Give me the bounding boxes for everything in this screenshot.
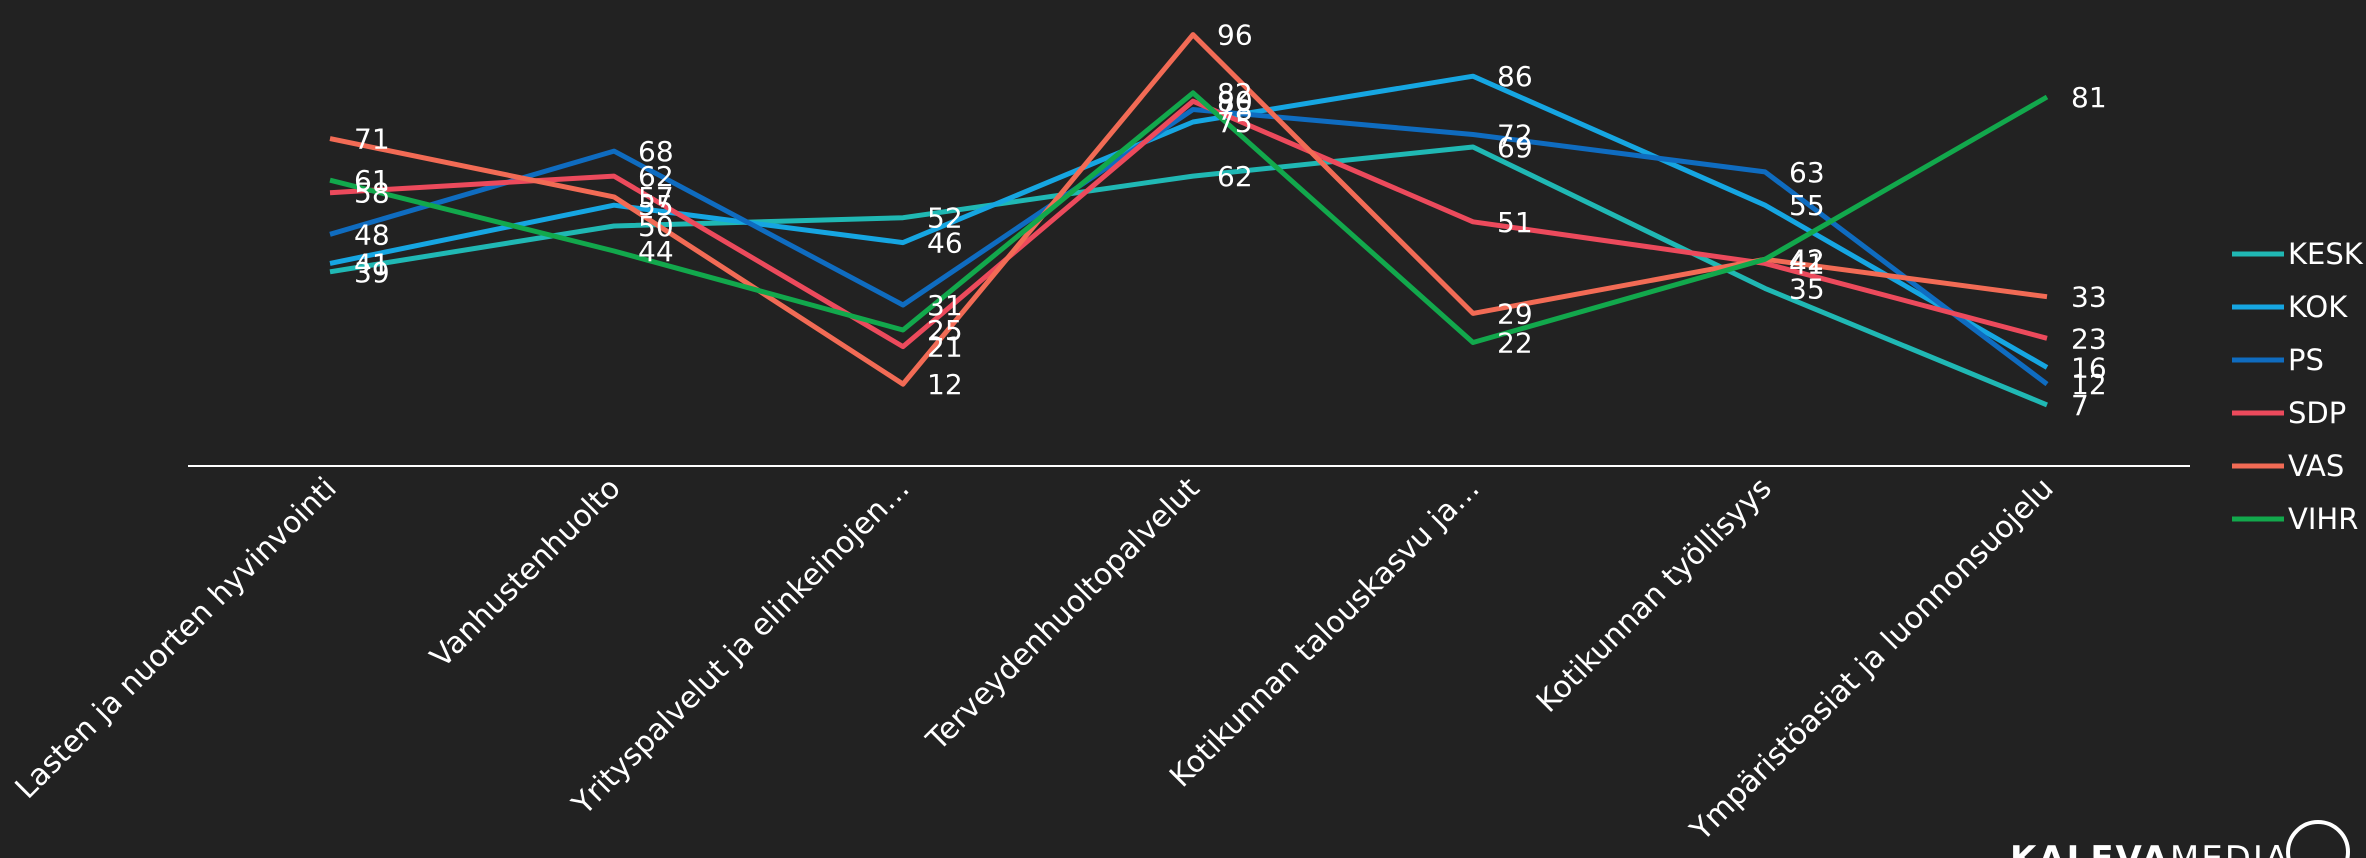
- data-label-vas-1: 57: [638, 181, 674, 214]
- data-label-vihr-2: 25: [927, 314, 963, 347]
- data-label-ps-2: 31: [927, 289, 963, 322]
- series-line-ps: [329, 107, 2049, 387]
- data-label-vihr-4: 22: [1497, 326, 1533, 359]
- legend-label-vihr: VIHR: [2288, 502, 2358, 536]
- data-label-kok-0: 41: [354, 247, 390, 280]
- legend-label-ps: PS: [2288, 343, 2324, 377]
- data-label-vas-3: 96: [1217, 19, 1253, 52]
- logo-light-text: MEDIA: [2170, 839, 2290, 858]
- data-label-vas-5: 42: [1789, 243, 1825, 276]
- data-label-vas-0: 71: [354, 123, 390, 156]
- data-label-kok-6: 16: [2071, 351, 2107, 384]
- legend-label-kesk: KESK: [2288, 237, 2364, 271]
- series-line-kesk: [329, 144, 2048, 408]
- data-label-vas-6: 33: [2071, 281, 2107, 314]
- data-label-vihr-0: 61: [354, 164, 390, 197]
- data-label-ps-1: 68: [638, 135, 674, 168]
- data-label-ps-4: 72: [1497, 118, 1533, 151]
- x-tick-labels: Lasten ja nuorten hyvinvointi Vanhustenhu…: [9, 471, 2061, 849]
- data-label-sdp-1: 62: [638, 160, 674, 193]
- data-label-kok-3: 75: [1217, 106, 1253, 139]
- data-label-sdp-5: 41: [1789, 247, 1825, 280]
- data-label-vas-4: 29: [1497, 297, 1533, 330]
- data-label-kesk-3: 62: [1217, 160, 1253, 193]
- data-label-sdp-4: 51: [1497, 206, 1533, 239]
- legend-label-sdp: SDP: [2288, 396, 2346, 430]
- x-tick-label-3: Terveydenhuoltopalvelut: [919, 471, 1207, 759]
- data-labels: 39 50 52 62 69 35 7 41 55 46 75 86 55 16 48 68 31 78 72 63 1…: [354, 19, 2107, 422]
- legend-label-vas: VAS: [2288, 449, 2344, 483]
- data-label-vihr-5: 42: [1789, 243, 1825, 276]
- data-label-kesk-4: 69: [1497, 131, 1533, 164]
- data-label-vihr-3: 82: [1217, 77, 1253, 110]
- data-label-ps-3: 78: [1217, 94, 1253, 127]
- logo-bold-text: KALEVA: [2010, 839, 2170, 858]
- data-label-kok-5: 55: [1789, 189, 1825, 222]
- kaleva-media-logo: KALEVAMEDIA: [2010, 820, 2350, 858]
- series-line-vihr: [329, 90, 2049, 345]
- data-label-kesk-0: 39: [354, 256, 390, 289]
- data-label-kok-1: 55: [638, 189, 674, 222]
- data-label-sdp-2: 21: [927, 331, 963, 364]
- legend: KESK KOK PS SDP VAS VIHR: [2232, 237, 2364, 536]
- data-label-vas-2: 12: [927, 368, 963, 401]
- data-label-kesk-1: 50: [638, 210, 674, 243]
- legend-label-kok: KOK: [2288, 290, 2348, 324]
- series-line-kok: [329, 73, 2049, 370]
- svg-text:KALEVAMEDIA: KALEVAMEDIA: [2010, 839, 2290, 858]
- x-tick-label-2: Yrityspalvelut ja elinkeinojen…: [565, 471, 917, 823]
- x-tick-label-4: Kotikunnan talouskasvu ja…: [1163, 471, 1486, 794]
- x-tick-label-0: Lasten ja nuorten hyvinvointi: [9, 471, 344, 806]
- data-label-kok-4: 86: [1497, 60, 1533, 93]
- data-label-sdp-0: 58: [354, 177, 390, 210]
- x-tick-label-1: Vanhustenhuolto: [424, 471, 628, 675]
- data-label-kesk-5: 35: [1789, 272, 1825, 305]
- series-lines: [329, 32, 2049, 408]
- data-label-ps-0: 48: [354, 218, 390, 251]
- data-label-kesk-6: 7: [2071, 389, 2089, 422]
- data-label-sdp-3: 80: [1217, 85, 1253, 118]
- data-label-kok-2: 46: [927, 227, 963, 260]
- data-label-vihr-6: 81: [2071, 81, 2107, 114]
- data-label-kesk-2: 52: [927, 202, 963, 235]
- data-label-vihr-1: 44: [638, 235, 674, 268]
- series-line-sdp: [329, 98, 2048, 350]
- data-label-ps-6: 12: [2071, 368, 2107, 401]
- data-label-sdp-6: 23: [2071, 322, 2107, 355]
- data-label-ps-5: 63: [1789, 156, 1825, 189]
- logo-emblem-icon: [2286, 820, 2350, 858]
- x-tick-label-5: Kotikunnan työllisyys: [1530, 471, 1779, 720]
